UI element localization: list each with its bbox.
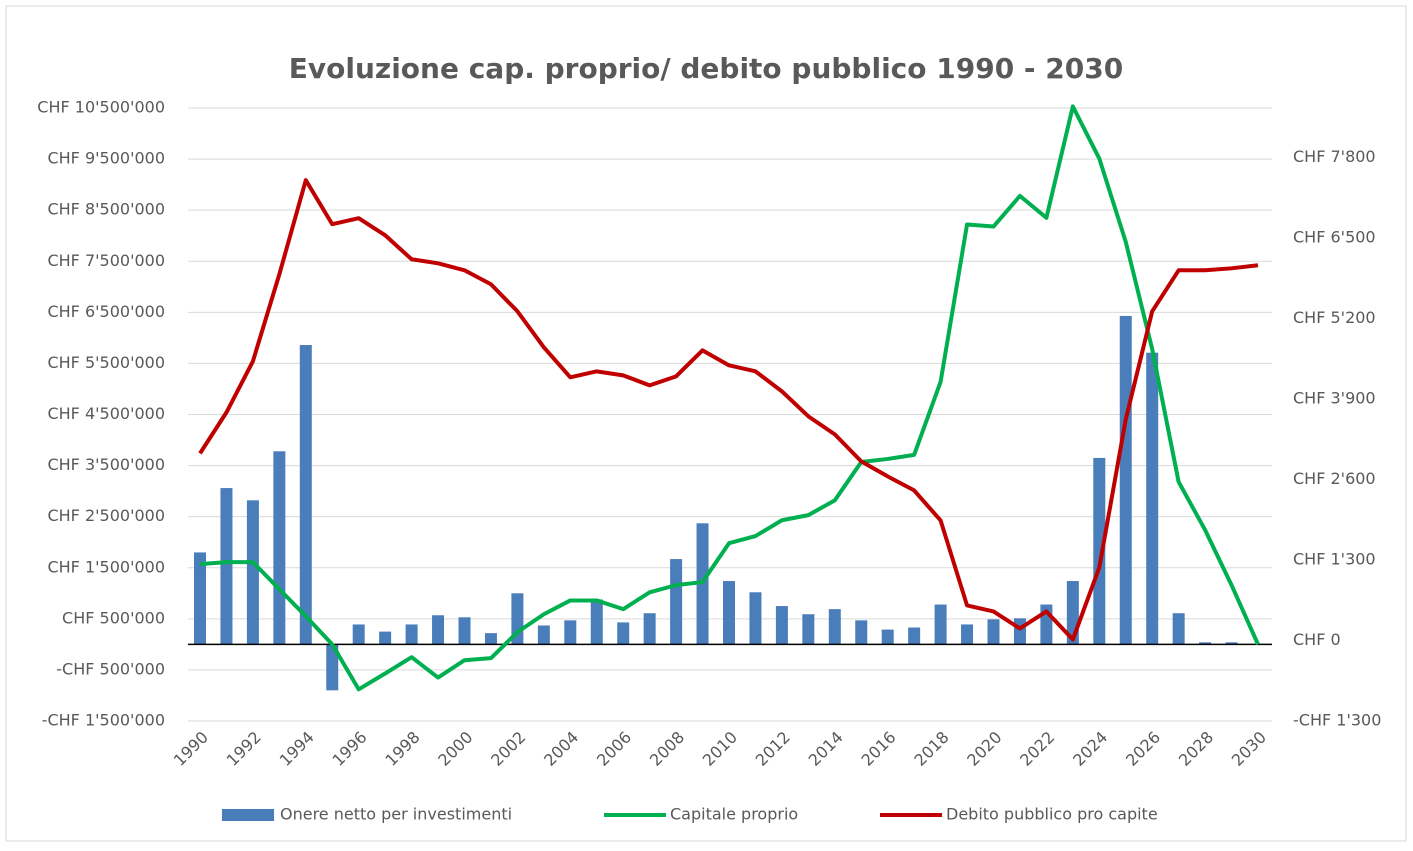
bar [326,644,339,691]
bar [1093,457,1106,645]
bar [299,345,312,645]
bar [749,592,762,645]
y2-tick-label: CHF 2'600 [1293,469,1376,488]
bar [194,552,206,645]
legend-label: Onere netto per investimenti [280,805,512,824]
y2-tick-label: -CHF 1'300 [1293,711,1381,730]
bar [379,631,392,645]
y-tick-label: CHF 10'500'000 [37,98,165,117]
bar [484,633,497,645]
y-tick-label: CHF 5'500'000 [47,353,165,372]
bar [220,488,233,645]
y2-tick-label: CHF 3'900 [1293,389,1376,408]
chart-border [5,5,1407,842]
y-tick-label: CHF 6'500'000 [47,302,165,321]
bar [828,609,841,645]
bar [352,624,365,645]
legend-label: Capitale proprio [670,805,798,824]
bar [908,627,921,645]
bar [643,613,656,645]
y-tick-label: CHF 1'500'000 [47,557,165,576]
bar [432,615,445,645]
y2-tick-label: CHF 6'500 [1293,228,1376,247]
bar [1172,613,1185,645]
bar [1013,618,1026,645]
bar [246,500,259,645]
bar [458,617,471,645]
bar [537,625,550,645]
y-tick-label: -CHF 1'500'000 [42,711,165,730]
bar [1146,352,1159,645]
bar [1199,642,1212,645]
bar [1119,315,1132,645]
bar [934,604,947,645]
line-series [198,178,1259,642]
bar [1225,642,1238,645]
legend-label: Debito pubblico pro capite [946,805,1158,824]
y-tick-label: CHF 8'500'000 [47,200,165,219]
bar [723,581,735,645]
bar [802,614,815,645]
y2-tick-label: CHF 5'200 [1293,308,1376,327]
chart-title: Evoluzione cap. proprio/ debito pubblico… [289,52,1123,85]
bar [273,451,286,645]
bar [961,624,974,645]
y2-tick-label: CHF 0 [1293,630,1341,649]
y2-tick-label: CHF 7'800 [1293,147,1376,166]
y-tick-label: CHF 500'000 [62,608,165,627]
y-tick-label: CHF 3'500'000 [47,455,165,474]
line-series [199,104,1260,692]
bar [564,620,577,645]
bar [775,606,788,645]
bar [987,619,1000,645]
bar [405,624,418,645]
bar [670,559,683,645]
y2-tick-label: CHF 1'300 [1293,550,1376,569]
bar [590,599,603,645]
y-tick-label: CHF 9'500'000 [47,149,165,168]
legend-swatch [222,809,274,821]
y-tick-label: CHF 4'500'000 [47,404,165,423]
bar [881,629,894,645]
bar [617,622,630,645]
y-tick-label: CHF 7'500'000 [47,251,165,270]
bar [855,620,868,645]
y-tick-label: -CHF 500'000 [56,659,165,678]
y-tick-label: CHF 2'500'000 [47,506,165,525]
